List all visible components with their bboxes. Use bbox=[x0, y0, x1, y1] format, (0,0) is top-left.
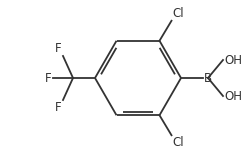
Text: Cl: Cl bbox=[173, 136, 184, 149]
Text: B: B bbox=[204, 71, 212, 84]
Text: F: F bbox=[45, 71, 52, 84]
Text: F: F bbox=[55, 42, 62, 55]
Text: F: F bbox=[55, 101, 62, 114]
Text: OH: OH bbox=[224, 53, 242, 66]
Text: OH: OH bbox=[224, 89, 242, 102]
Text: Cl: Cl bbox=[173, 7, 184, 20]
